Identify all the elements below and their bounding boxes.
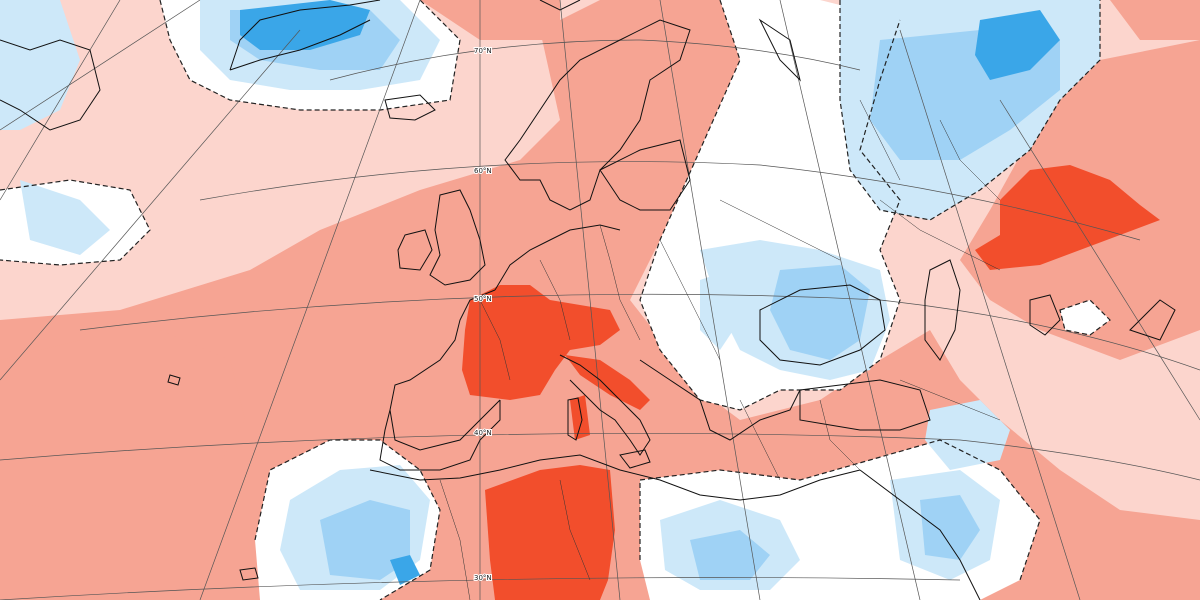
coastline-turkey [799, 379, 931, 431]
coastline-svalbard [539, 0, 581, 11]
coastline-sicily [619, 449, 651, 469]
coastline-aral [1029, 294, 1061, 336]
country-borders [439, 99, 1001, 600]
coastline-canaries [239, 567, 259, 581]
meridian [999, 99, 1200, 421]
latitude-line-70 [329, 39, 861, 81]
coastline-sardinia [567, 397, 583, 441]
meridian [0, 0, 201, 131]
coastline-novaya-zemlya [758, 18, 801, 82]
latitude-label-40: 40°N [474, 429, 492, 437]
coastline-great-britain [429, 189, 486, 286]
latitude-line-40 [0, 432, 1200, 481]
coastline-ireland [397, 229, 433, 271]
coastline-scandinavia [504, 19, 691, 211]
latitude-label-70: 70°N [474, 47, 492, 55]
latitude-line-50 [79, 293, 1200, 371]
coastline-caspian [924, 259, 961, 361]
meridian [559, 0, 621, 600]
coastline-black-sea [759, 284, 886, 366]
meridian [0, 0, 121, 201]
coastline-iceland [384, 94, 436, 121]
coastline-north-africa [369, 454, 861, 501]
meridian [779, 0, 921, 600]
latitude-line-60 [199, 161, 1141, 241]
latitude-label-30: 30°N [474, 574, 492, 582]
coastline-north-america [0, 39, 101, 131]
coastline-middle-east [859, 469, 981, 600]
meridian [199, 0, 421, 600]
coastline-balkans [639, 359, 801, 441]
coastline-azores [167, 374, 181, 386]
coastline-lake-balkhash [1129, 299, 1176, 341]
latitude-label-50: 50°N [474, 295, 492, 303]
coastline-italy [559, 354, 651, 456]
anomaly-layer-cool-strong [240, 0, 1060, 585]
anomaly-layer-warm-strong [462, 165, 1160, 600]
coastline-iberia [379, 400, 501, 471]
latitude-label-60: 60°N [474, 167, 492, 175]
coastline-greenland [229, 0, 381, 71]
coastline-finland [599, 139, 691, 211]
meridian [0, 29, 301, 381]
meridian [899, 29, 1081, 600]
